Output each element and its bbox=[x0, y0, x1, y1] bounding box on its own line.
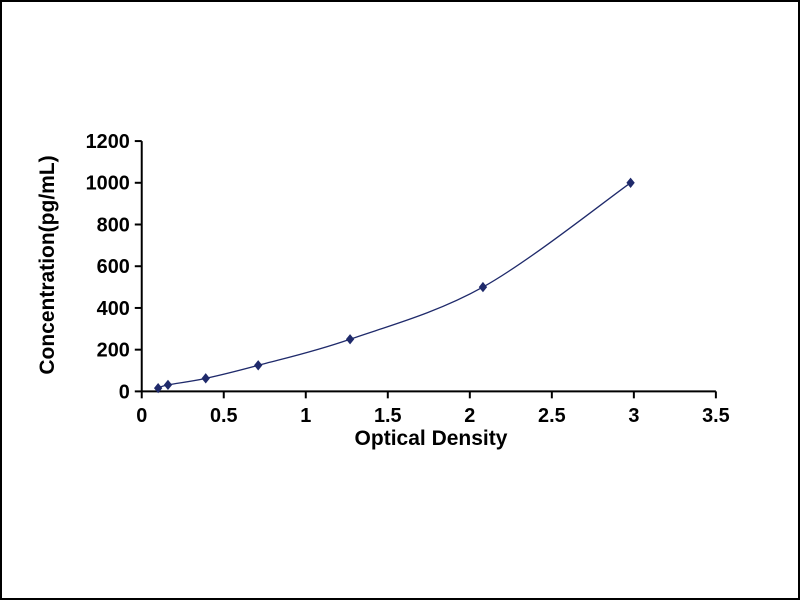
y-tick-label: 400 bbox=[97, 298, 130, 320]
x-tick-label: 1 bbox=[300, 405, 311, 427]
x-tick-label: 3.5 bbox=[702, 405, 730, 427]
y-axis-title: Concentration(pg/mL) bbox=[36, 155, 59, 375]
data-point-marker bbox=[201, 373, 210, 384]
x-tick-label: 3 bbox=[628, 405, 639, 427]
x-tick-label: 2.5 bbox=[538, 405, 566, 427]
x-tick-label: 0 bbox=[136, 405, 147, 427]
y-tick-label: 200 bbox=[97, 340, 130, 362]
y-tick-label: 1200 bbox=[86, 131, 130, 153]
data-point-marker bbox=[626, 177, 635, 188]
curve-line bbox=[157, 182, 631, 389]
y-tick-label: 600 bbox=[97, 256, 130, 278]
data-point-marker bbox=[153, 382, 163, 394]
data-point-marker bbox=[163, 379, 173, 391]
x-axis-title: Optical Density bbox=[354, 427, 508, 450]
y-tick-label: 800 bbox=[97, 214, 130, 236]
data-point-marker bbox=[254, 360, 263, 371]
data-point-marker bbox=[345, 334, 355, 345]
x-tick-label: 1.5 bbox=[374, 405, 402, 427]
y-tick-label: 1000 bbox=[86, 173, 130, 195]
x-tick-label: 2 bbox=[464, 405, 475, 427]
data-point-marker bbox=[478, 281, 488, 293]
x-tick-label: 0.5 bbox=[210, 405, 238, 427]
y-tick-label: 0 bbox=[119, 381, 130, 403]
